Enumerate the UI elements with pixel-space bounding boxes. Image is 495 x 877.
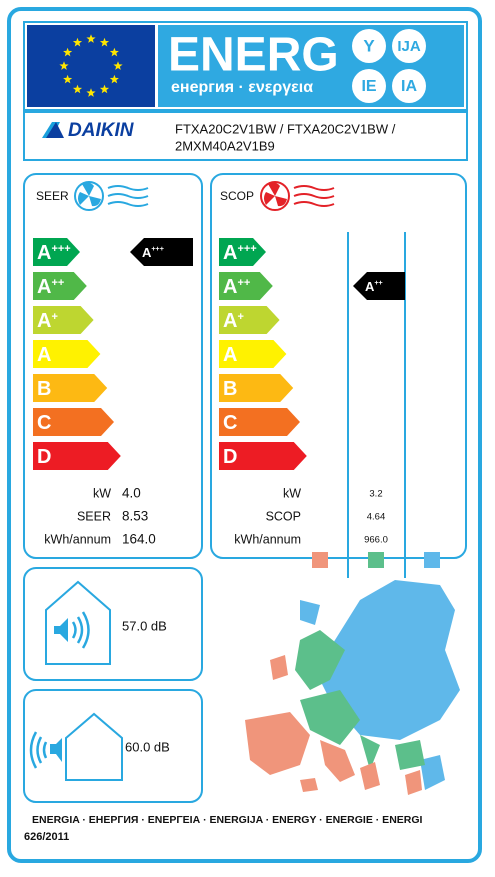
class-label: A++ xyxy=(223,276,250,298)
class-arrow xyxy=(219,272,273,300)
speaker-icon xyxy=(50,738,62,762)
suffix: IA xyxy=(401,78,417,95)
header-subtitle: енергия · ενεργεια xyxy=(171,79,313,96)
class-label: A+ xyxy=(223,310,244,332)
metric-label: SCOP xyxy=(266,509,301,523)
zone-swatch xyxy=(368,552,384,568)
class-label: A+++ xyxy=(142,245,164,261)
class-label: B xyxy=(223,378,237,400)
star xyxy=(86,34,96,43)
class-arrow xyxy=(33,238,80,266)
outdoor-noise-panel xyxy=(23,689,203,803)
heat-fan-icon xyxy=(260,181,335,211)
metric-label: kWh/annum xyxy=(44,532,111,546)
rating-arrow xyxy=(130,238,193,266)
class-arrow xyxy=(219,340,287,368)
class-label: A++ xyxy=(37,276,64,298)
climate-map xyxy=(245,580,460,795)
star xyxy=(99,37,110,47)
metric-value: 4.0 xyxy=(122,486,141,501)
class-label: A xyxy=(37,344,51,366)
indoor-noise: 57.0 dB xyxy=(122,618,167,633)
footer-regulation: 626/2011 xyxy=(24,831,69,843)
zone-swatch xyxy=(312,552,328,568)
class-label: B xyxy=(37,378,51,400)
metric-label: kW xyxy=(93,486,111,500)
scop-label: SCOP xyxy=(220,189,254,203)
indoor-noise-panel xyxy=(23,567,203,681)
class-arrow xyxy=(219,408,300,436)
footer-languages: ENERGIA · ЕНЕРГИЯ · ΕΝΕΡΓΕΙΑ · ENERGIJA … xyxy=(32,814,423,826)
brand: DAIKIN xyxy=(68,120,135,141)
star xyxy=(63,74,73,84)
class-label: A+ xyxy=(37,310,58,332)
eu-stars xyxy=(59,34,123,97)
suffix-circle xyxy=(392,69,426,103)
class-arrow xyxy=(219,374,294,402)
class-label: D xyxy=(37,446,51,468)
sound-waves xyxy=(29,731,48,769)
star xyxy=(86,88,96,97)
sound-waves xyxy=(71,611,90,649)
suffix: Y xyxy=(363,36,375,55)
star xyxy=(72,84,83,94)
suffix: IE xyxy=(361,78,376,95)
class-arrow xyxy=(219,442,307,470)
class-arrow xyxy=(219,238,266,266)
suffix: IJA xyxy=(397,38,421,55)
star xyxy=(99,84,110,94)
class-arrow xyxy=(33,306,94,334)
rating-arrow xyxy=(353,272,405,300)
star xyxy=(113,61,123,70)
brand-logo xyxy=(46,122,64,138)
model: 2MXM40A2V1B9 xyxy=(175,138,275,153)
class-arrow xyxy=(33,442,121,470)
star xyxy=(59,61,69,70)
house-icon xyxy=(45,580,111,665)
house-icon xyxy=(65,712,123,781)
zone-swatch xyxy=(424,552,440,568)
class-arrow xyxy=(33,272,87,300)
cool-fan-icon xyxy=(74,181,149,211)
class-label: A xyxy=(223,344,237,366)
metric-label: kWh/annum xyxy=(234,532,301,546)
star xyxy=(72,37,83,47)
class-label: D xyxy=(223,446,237,468)
class-label: A++ xyxy=(365,279,383,295)
class-arrow xyxy=(33,408,114,436)
header-title: ENERG xyxy=(168,29,339,82)
model: FTXA20C2V1BW / FTXA20C2V1BW / xyxy=(175,121,396,136)
class-label: A+++ xyxy=(223,242,257,264)
class-arrow xyxy=(219,306,280,334)
suffix-circle xyxy=(352,69,386,103)
metric-value: 4.64 xyxy=(367,512,386,523)
star xyxy=(109,74,119,84)
speaker-icon xyxy=(54,618,68,642)
suffix-circle xyxy=(392,29,426,63)
class-label: C xyxy=(223,412,237,434)
metric-value: 3.2 xyxy=(369,489,382,500)
outdoor-noise: 60.0 dB xyxy=(125,739,170,754)
class-arrow xyxy=(33,340,101,368)
supplier-frame xyxy=(23,111,468,161)
metric-label: SEER xyxy=(77,509,111,523)
class-arrow xyxy=(33,374,108,402)
star xyxy=(63,47,73,57)
class-label: A+++ xyxy=(37,242,71,264)
suffix-circle xyxy=(352,29,386,63)
class-label: C xyxy=(37,412,51,434)
metric-value: 8.53 xyxy=(122,509,148,524)
metric-value: 164.0 xyxy=(122,532,156,547)
metric-value: 966.0 xyxy=(364,535,388,546)
metric-label: kW xyxy=(283,486,301,500)
star xyxy=(109,47,119,57)
seer-label: SEER xyxy=(36,189,69,203)
